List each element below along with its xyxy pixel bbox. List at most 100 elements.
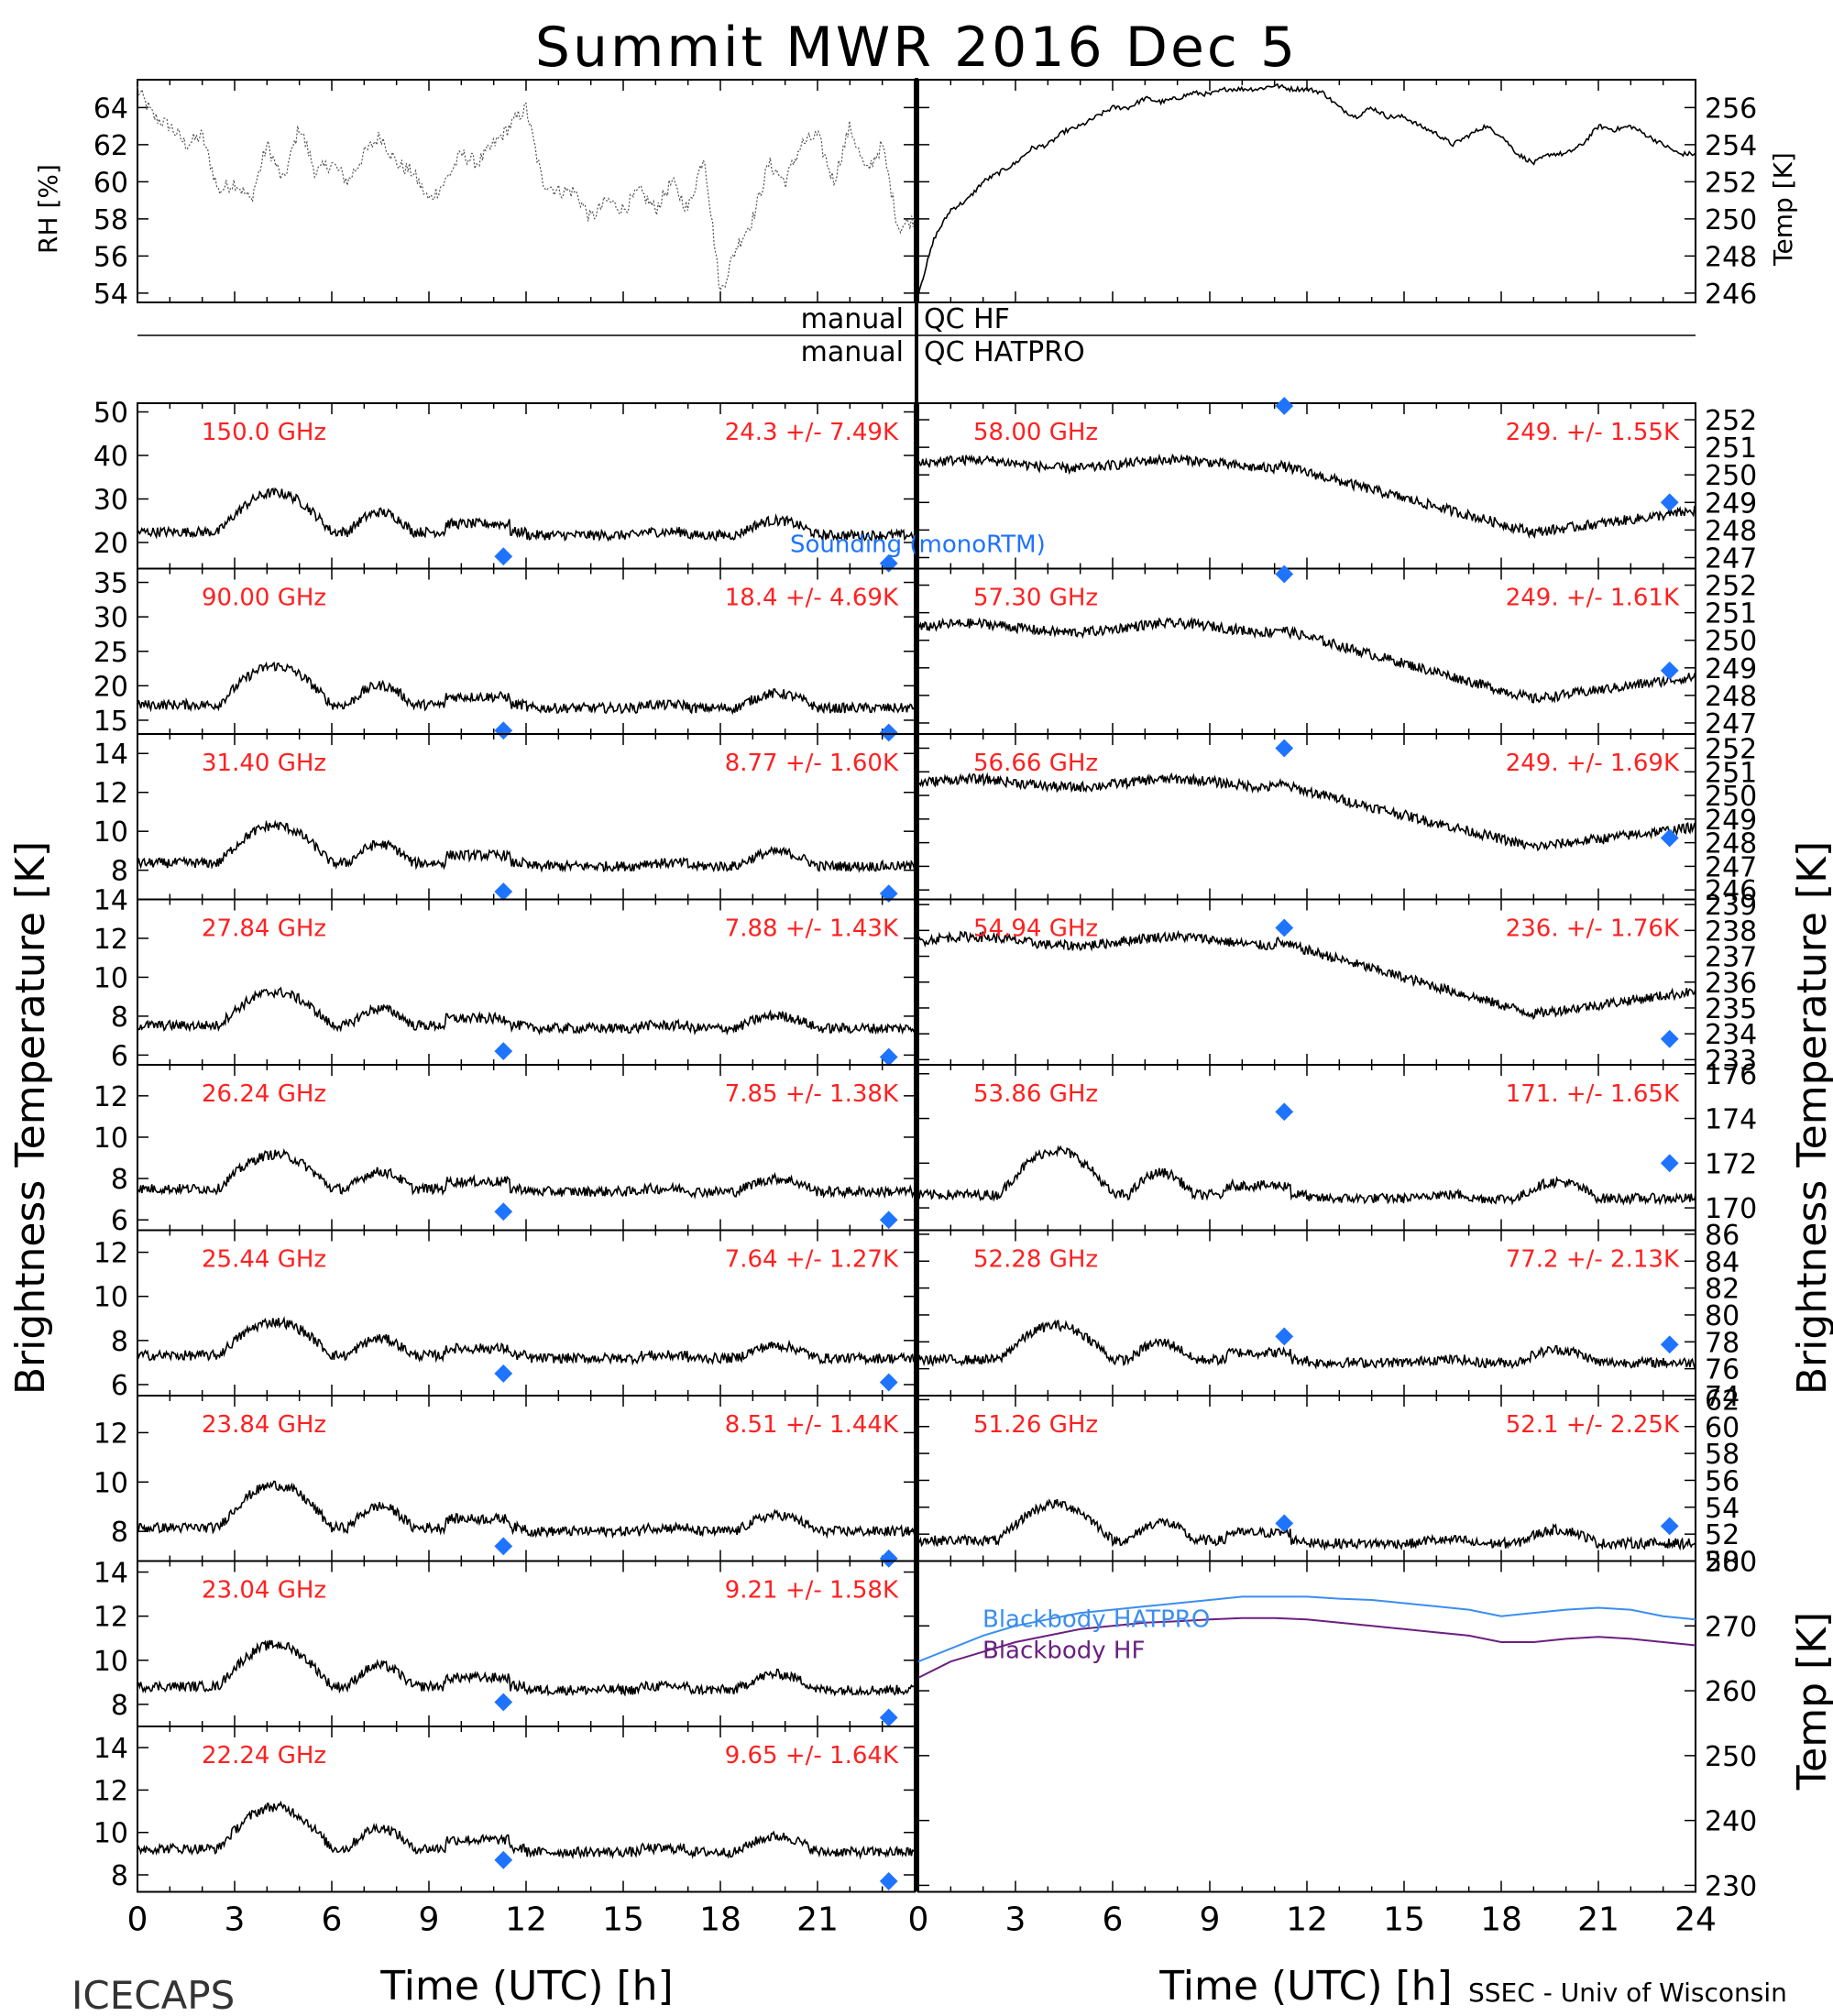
freq-label: 51.26 GHz — [973, 1411, 1098, 1439]
bt-panel-left-22_24: 8 10 12 14 22.24 GHz 9.65 +/- 1.64K — [93, 1726, 916, 1893]
temp-top-panel: 246 248 250 252 254 256 — [917, 79, 1757, 311]
sounding-marker — [879, 1373, 898, 1392]
freq-label: 53.86 GHz — [973, 1080, 1098, 1108]
rh-axis-label: RH [%] — [33, 164, 63, 254]
y-tick-label: 239 — [1705, 890, 1757, 922]
y-tick-label: 247 — [1705, 708, 1757, 740]
icecaps-label: ICECAPS — [71, 1973, 235, 2016]
y-tick-label: 10 — [93, 1818, 128, 1850]
y-tick-label: 30 — [93, 485, 128, 517]
series-line — [917, 1498, 1696, 1551]
x-tick-label-left: 6 — [322, 1901, 343, 1939]
qc-hf-right-label: QC HF — [924, 303, 1010, 335]
y-tick-label: 280 — [1705, 1547, 1757, 1579]
y-tick-label: 260 — [1705, 1676, 1757, 1708]
y-tick-label: 62 — [1705, 1385, 1740, 1417]
y-tick-label: 64 — [93, 93, 128, 125]
sounding-marker — [1660, 1029, 1679, 1048]
y-tick-label: 35 — [93, 568, 128, 600]
y-tick-label: 246 — [1705, 875, 1757, 907]
y-tick-label: 10 — [93, 962, 128, 994]
x-tick-label-left: 0 — [127, 1901, 148, 1939]
y-tick-label: 230 — [1705, 1870, 1757, 1902]
y-tick-label: 251 — [1705, 433, 1757, 465]
y-tick-label: 20 — [93, 528, 128, 560]
y-tick-label: 6 — [111, 1205, 128, 1237]
x-tick-label-left: 21 — [796, 1901, 839, 1939]
sounding-marker — [1275, 1327, 1294, 1346]
y-tick-label: 248 — [1705, 681, 1757, 713]
y-tick-label: 236 — [1705, 968, 1757, 1000]
temp-top-line — [917, 82, 1696, 296]
sounding-marker — [879, 1549, 898, 1568]
stat-label: 24.3 +/- 7.49K — [725, 419, 899, 446]
freq-label: 23.84 GHz — [202, 1411, 326, 1439]
y-tick-label: 172 — [1705, 1148, 1757, 1180]
series-line — [917, 1145, 1696, 1206]
sounding-marker — [1660, 1154, 1679, 1173]
y-tick-label: 270 — [1705, 1611, 1757, 1643]
sounding-marker — [1275, 1514, 1294, 1533]
series-line — [137, 1147, 916, 1200]
y-tick-label: 12 — [93, 1238, 128, 1270]
stat-label: 7.64 +/- 1.27K — [725, 1246, 899, 1274]
y-tick-label: 250 — [1705, 460, 1757, 492]
blackbody-panel: 230 240 250 260 270 280 Blackbody HATPRO Blackb… — [917, 1547, 1757, 1902]
y-tick-label: 249 — [1705, 653, 1757, 685]
y-tick-label: 235 — [1705, 993, 1757, 1025]
bt-panel-left-25: 6 8 10 12 25.44 GHz 7.64 +/- 1.27K — [93, 1229, 916, 1402]
y-tick-label: 12 — [93, 1602, 128, 1634]
sounding-marker — [879, 884, 898, 904]
y-tick-label: 10 — [93, 816, 128, 849]
sounding-marker — [1660, 1517, 1679, 1536]
y-tick-label: 58 — [1705, 1439, 1740, 1471]
y-tick-label: 8 — [111, 1002, 128, 1034]
sounding-marker — [1275, 739, 1294, 758]
freq-label: 56.66 GHz — [973, 750, 1098, 777]
stat-label: 7.85 +/- 1.38K — [725, 1080, 899, 1108]
freq-label: 52.28 GHz — [973, 1246, 1098, 1274]
y-tick-label: 250 — [1705, 781, 1757, 813]
freq-label: 27.84 GHz — [202, 915, 326, 943]
x-tick-label-right: 0 — [908, 1901, 929, 1939]
y-tick-label: 249 — [1705, 805, 1757, 837]
stat-label: 8.77 +/- 1.60K — [725, 750, 899, 777]
chart-title: Summit MWR 2016 Dec 5 — [535, 16, 1298, 80]
series-line — [917, 616, 1696, 704]
y-tick-label: 238 — [1705, 915, 1757, 948]
y-tick-label: 76 — [1705, 1354, 1740, 1386]
bt-panel-left-31: 8 10 12 14 31.40 GHz 8.77 +/- 1.60K — [93, 733, 916, 904]
x-tick-label-right: 9 — [1200, 1901, 1221, 1939]
y-tick-label: 74 — [1705, 1381, 1740, 1413]
y-tick-label: 247 — [1705, 542, 1757, 575]
series-line — [917, 453, 1696, 539]
y-tick-label: 50 — [1705, 1547, 1740, 1579]
rh-panel: 54 56 58 60 62 64 — [93, 79, 916, 311]
series-line — [137, 1480, 916, 1539]
y-tick-label: 10 — [93, 1646, 128, 1678]
x-tick-label-right: 18 — [1480, 1901, 1522, 1939]
stat-label: 249. +/- 1.69K — [1506, 750, 1680, 777]
sounding-marker — [494, 1693, 513, 1712]
sounding-marker — [494, 1537, 513, 1556]
bt-right-axis-label: Brightness Temperature [K] — [1789, 841, 1833, 1395]
y-tick-label: 86 — [1705, 1220, 1740, 1252]
sounding-marker — [1275, 918, 1294, 937]
stat-label: 9.65 +/- 1.64K — [725, 1742, 899, 1769]
sounding-marker — [494, 1202, 513, 1222]
bt-panel-left-23_04: 8 10 12 14 23.04 GHz 9.21 +/- 1.58K — [93, 1558, 916, 1727]
x-tick-label-left: 15 — [602, 1901, 644, 1939]
series-line — [137, 819, 916, 873]
y-tick-label: 10 — [93, 1282, 128, 1314]
x-tick-label-right: 12 — [1286, 1901, 1328, 1939]
sounding-marker — [1275, 564, 1294, 584]
y-tick-label: 233 — [1705, 1045, 1757, 1077]
stat-label: 18.4 +/- 4.69K — [725, 585, 899, 612]
x-tick-label-left: 18 — [699, 1901, 741, 1939]
y-tick-label: 62 — [93, 130, 128, 162]
y-tick-label: 84 — [1705, 1246, 1740, 1278]
series-line — [917, 772, 1696, 852]
bt-panel-left-23_84: 8 10 12 23.84 GHz 8.51 +/- 1.44K — [93, 1395, 916, 1568]
